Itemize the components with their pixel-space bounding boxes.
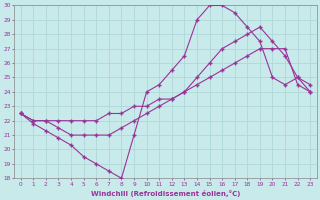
X-axis label: Windchill (Refroidissement éolien,°C): Windchill (Refroidissement éolien,°C)	[91, 190, 240, 197]
